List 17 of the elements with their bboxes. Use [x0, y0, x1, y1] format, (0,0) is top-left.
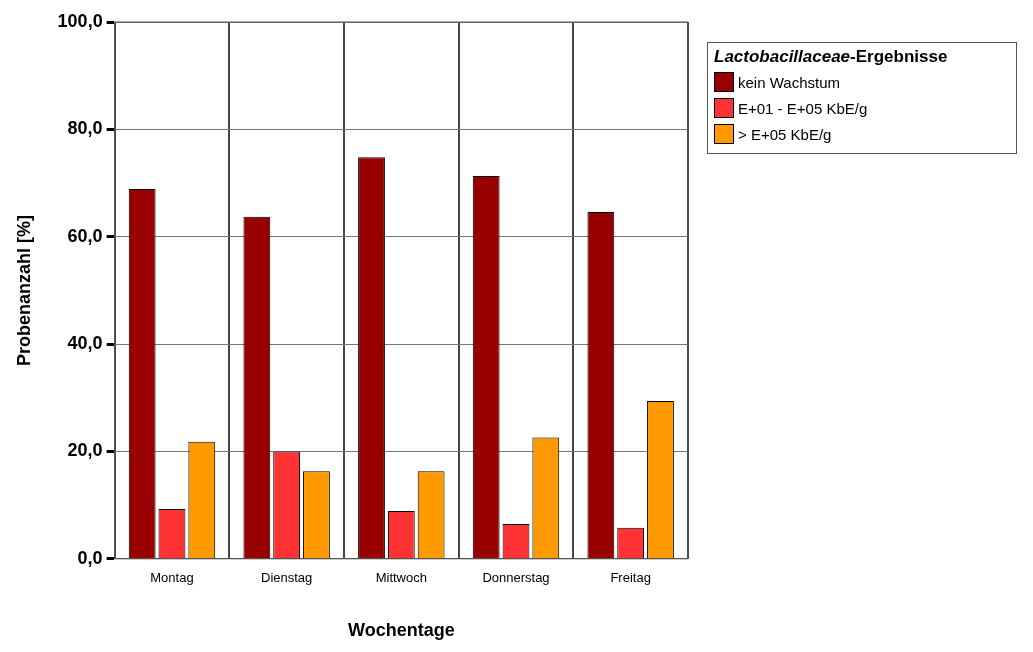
legend-title: Lactobacillaceae-Ergebnisse	[714, 47, 949, 67]
y-axis-title: Probenanzahl [%]	[13, 214, 34, 366]
x-tick-label: Mittwoch	[375, 570, 427, 586]
y-tick-label: 60,0	[67, 225, 103, 246]
y-tick-label: 100,0	[57, 10, 103, 31]
y-tick-label: 40,0	[67, 333, 103, 354]
y-tick-label: 0,0	[77, 547, 103, 568]
x-tick-label: Freitag	[610, 570, 651, 586]
legend-label: > E+05 KbE/g	[738, 125, 832, 143]
y-tick-label: 20,0	[67, 440, 103, 461]
x-tick-label: Donnerstag	[482, 570, 550, 586]
x-axis-title: Wochentage	[347, 620, 455, 641]
x-tick-label: Montag	[150, 570, 194, 586]
legend-label: kein Wachstum	[738, 73, 840, 91]
y-tick-label: 80,0	[67, 118, 103, 139]
x-tick-label: Dienstag	[260, 570, 313, 586]
legend-label: E+01 - E+05 KbE/g	[738, 99, 868, 117]
